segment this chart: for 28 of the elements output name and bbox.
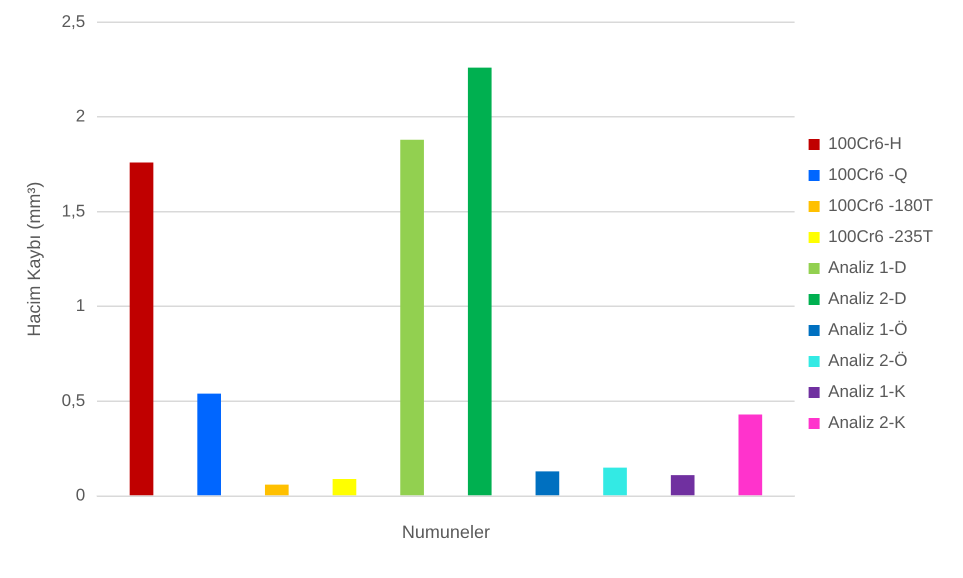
y-tick-label: 2,5 <box>62 12 86 31</box>
legend-label: Analiz 1-D <box>828 258 907 278</box>
bar <box>264 484 289 496</box>
bar <box>197 394 221 496</box>
legend-label: 100Cr6 -180T <box>828 196 933 216</box>
bar <box>400 140 424 496</box>
y-tick-label: 0,5 <box>62 390 86 410</box>
legend-label: Analiz 2-Ö <box>828 351 908 370</box>
legend-label: Analiz 2-D <box>828 289 907 308</box>
legend-label: 100Cr6 -235T <box>828 227 933 246</box>
bar <box>468 68 492 496</box>
legend-label: Analiz 2-K <box>828 413 906 432</box>
legend-label: Analiz 1-K <box>828 382 906 402</box>
x-axis-title: Numuneler <box>402 522 490 542</box>
bar <box>536 471 560 496</box>
y-tick-label: 2 <box>76 106 86 126</box>
legend-label: Analiz 1-Ö <box>828 320 908 340</box>
bar <box>670 475 695 496</box>
y-axis-title: Hacim Kaybı (mm³) <box>24 182 44 337</box>
bar <box>738 414 762 496</box>
legend-label: 100Cr6 -Q <box>828 165 908 184</box>
bar <box>332 478 356 496</box>
bar <box>603 468 627 496</box>
y-tick-label: 1,5 <box>62 201 86 220</box>
y-tick-label: 1 <box>76 296 86 316</box>
bar <box>130 162 154 496</box>
y-tick-label: 0 <box>76 486 86 505</box>
legend-label: 100Cr6-H <box>828 134 902 154</box>
